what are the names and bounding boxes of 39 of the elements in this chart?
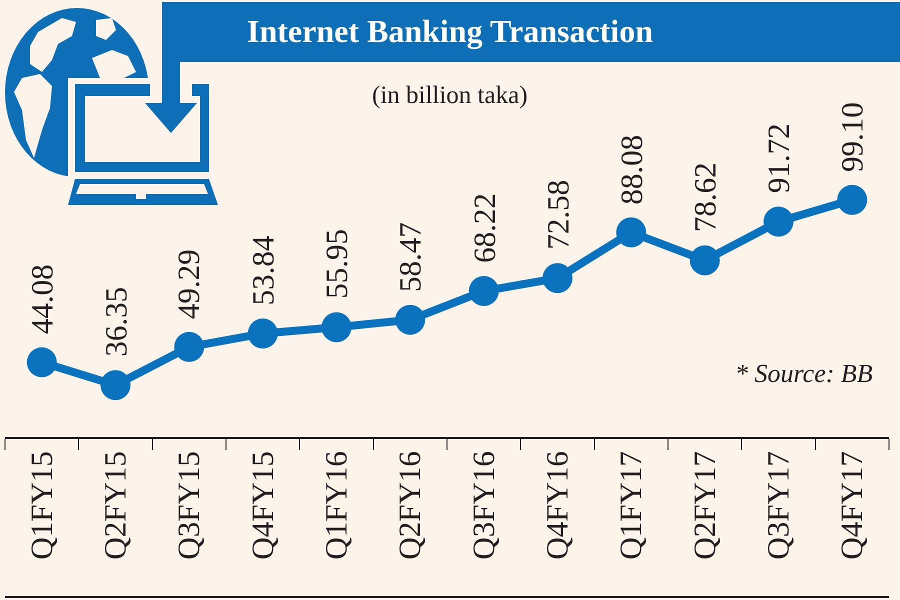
point	[837, 184, 868, 215]
x-tick-label: Q1FY16	[318, 451, 354, 560]
x-tick-label: Q3FY16	[466, 451, 501, 560]
point	[764, 206, 794, 237]
x-tick-label: Q4FY15	[244, 451, 280, 560]
x-tick-label: Q2FY16	[392, 451, 428, 560]
chart-title: Internet Banking Transaction	[247, 13, 654, 50]
x-tick-label: Q4FY17	[834, 451, 870, 560]
data-label: 88.08	[614, 134, 649, 205]
x-tick-label: Q1FY15	[24, 451, 59, 560]
annotation: * Source: BB	[735, 359, 873, 388]
data-label: 68.22	[466, 193, 502, 263]
data-label: 78.62	[688, 162, 722, 232]
data-label: 58.47	[392, 222, 428, 292]
chart-subtitle: (in billion taka)	[372, 82, 528, 109]
data-label: 72.58	[540, 180, 576, 250]
data-label: 53.84	[245, 235, 280, 306]
point	[248, 318, 278, 348]
x-tick-label: Q3FY17	[760, 451, 796, 560]
data-label: 55.95	[319, 229, 354, 299]
x-tick-label: Q2FY15	[98, 451, 133, 560]
data-label: 36.35	[98, 286, 134, 357]
point	[395, 304, 426, 335]
x-tick-label: Q2FY17	[686, 451, 722, 560]
point	[616, 217, 646, 248]
data-label: 99.10	[834, 102, 870, 172]
point	[322, 312, 352, 342]
x-tick-label: Q1FY17	[613, 451, 648, 560]
point	[690, 245, 720, 276]
point	[100, 370, 130, 400]
point	[26, 347, 57, 378]
x-tick-label: Q4FY16	[540, 451, 575, 560]
point	[542, 263, 572, 294]
point	[468, 276, 499, 306]
point	[174, 332, 204, 362]
data-label: 91.72	[760, 123, 796, 194]
x-tick-label: Q3FY15	[171, 451, 206, 560]
data-label: 49.29	[171, 249, 206, 320]
data-label: 44.08	[24, 264, 60, 334]
